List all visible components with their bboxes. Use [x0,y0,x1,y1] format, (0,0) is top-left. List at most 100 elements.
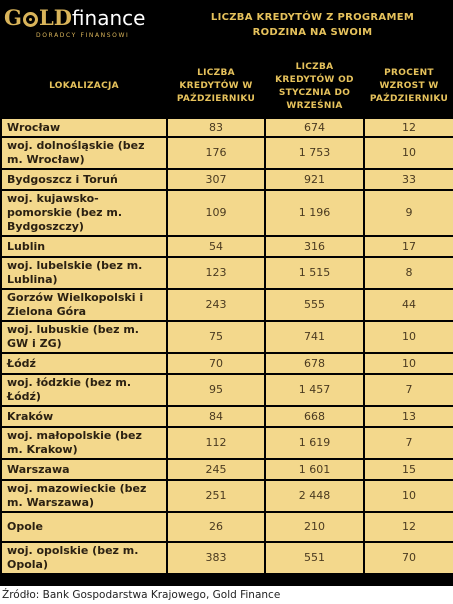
table-row: Wrocław 83 674 12 [0,117,453,138]
table-frame: G LDfinance DORADCY FINANSOWI LICZBA KRED… [0,0,453,586]
october-count-cell: 95 [166,373,266,407]
location-line: Łódź [7,356,36,370]
jan-sep-count-cell: 1 196 [264,189,365,237]
location-line: Bydgoszcz i Toruń [7,172,118,186]
location-line: Bydgoszczy) [7,220,84,233]
october-count-cell: 112 [166,426,266,460]
location-line: Łódź) [7,390,41,403]
header-line: LICZBA [197,68,235,78]
october-count-cell: 84 [166,405,266,428]
table-row: woj. dolnośląskie (bez m. Wrocław) 176 1 75… [0,136,453,170]
october-count-cell: 383 [166,541,266,575]
jan-sep-count-cell: 921 [264,168,365,191]
location-cell: woj. łódzkie (bez m. Łódź) [0,373,168,407]
table-row: Lublin 54 316 17 [0,235,453,258]
location-line: Lublin [7,239,46,253]
location-cell: Kraków [0,405,168,428]
jan-sep-count-cell: 741 [264,320,365,354]
header-line: PAŹDZIERNIKU [369,94,449,104]
location-line: woj. kujawsko- [7,192,99,205]
header-line: LICZBA [295,61,334,72]
location-cell: Łódź [0,352,168,375]
header-line: KREDYTÓW W [179,81,253,91]
location-cell: woj. mazowieckie (bez m. Warszawa) [0,479,168,513]
location-line: Opole [7,520,44,533]
header-line: STYCZNIA DO [278,87,351,98]
percent-growth-cell: 15 [363,458,453,481]
percent-growth-cell: 13 [363,405,453,428]
jan-sep-count-cell: 1 601 [264,458,365,481]
table-row: Bydgoszcz i Toruń 307 921 33 [0,168,453,191]
october-count-cell: 251 [166,479,266,513]
location-cell: Opole [0,511,168,543]
header-line: WRZEŚNIA [286,100,343,111]
october-count-cell: 26 [166,511,266,543]
percent-growth-cell: 9 [363,189,453,237]
jan-sep-count-cell: 674 [264,117,365,138]
location-cell: woj. lubuskie (bez m. GW i ZG) [0,320,168,354]
header-line: PAŹDZIERNIKU [176,94,256,104]
page-title-line-2: RODZINA NA SWOIM [252,27,373,38]
jan-sep-count-cell: 2 448 [264,479,365,513]
table-row: Kraków 84 668 13 [0,405,453,428]
percent-growth-cell: 44 [363,288,453,322]
logo-gold-g: G [4,5,22,30]
location-line: m. Warszawa) [7,496,95,509]
percent-growth-cell: 17 [363,235,453,258]
header-jan-sep-count: LICZBA KREDYTÓW OD STYCZNIA DO WRZEŚNIA [265,56,364,118]
table-row: woj. mazowieckie (bez m. Warszawa) 251 2 44… [0,479,453,513]
location-cell: woj. lubelskie (bez m. Lublina) [0,256,168,290]
header-line: PROCENT [384,68,434,78]
october-count-cell: 75 [166,320,266,354]
location-line: m. Krakow) [7,443,78,456]
header-line: WZROST W [379,81,439,91]
october-count-cell: 245 [166,458,266,481]
location-cell: woj. małopolskie (bez m. Krakow) [0,426,168,460]
logo-o-icon [22,12,38,27]
location-line: Wrocław [7,120,61,134]
location-cell: Warszawa [0,458,168,481]
page-title-line-1: LICZBA KREDYTÓW Z PROGRAMEM [210,12,415,23]
header-october-count: LICZBA KREDYTÓW W PAŹDZIERNIKU [167,56,265,118]
location-line: m. Wrocław) [7,153,85,166]
jan-sep-count-cell: 1 457 [264,373,365,407]
percent-growth-cell: 10 [363,320,453,354]
location-cell: woj. opolskie (bez m. Opola) [0,541,168,575]
location-line: Zielona Góra [7,305,87,318]
location-cell: woj. dolnośląskie (bez m. Wrocław) [0,136,168,170]
jan-sep-count-cell: 1 753 [264,136,365,170]
table-row: Łódź 70 678 10 [0,352,453,375]
table-row: woj. lubelskie (bez m. Lublina) 123 1 515 8 [0,256,453,290]
table-row: Gorzów Wielkopolski i Zielona Góra 243 555 4… [0,288,453,322]
percent-growth-cell: 12 [363,117,453,138]
table-body: Wrocław 83 674 12 woj. dolnośląskie (bez m. W… [0,117,453,575]
october-count-cell: 109 [166,189,266,237]
percent-growth-cell: 10 [363,136,453,170]
location-cell: Bydgoszcz i Toruń [0,168,168,191]
gold-finance-logo: G LDfinance DORADCY FINANSOWI [4,4,164,44]
jan-sep-count-cell: 1 515 [264,256,365,290]
october-count-cell: 176 [166,136,266,170]
jan-sep-count-cell: 555 [264,288,365,322]
table-row: woj. małopolskie (bez m. Krakow) 112 1 619 7 [0,426,453,460]
location-cell: woj. kujawsko-pomorskie (bez m. Bydgoszcz… [0,189,168,237]
credits-table: LOKALIZACJA LICZBA KREDYTÓW W PAŹDZIERNI… [0,56,453,575]
location-line: woj. łódzkie (bez m. [7,376,132,389]
location-line: Lublina) [7,273,58,286]
october-count-cell: 83 [166,117,266,138]
location-line: GW i ZG) [7,337,62,350]
location-line: woj. lubuskie (bez m. [7,323,139,336]
percent-growth-cell: 7 [363,373,453,407]
location-line: Warszawa [7,462,70,476]
location-line: woj. małopolskie (bez [7,429,142,442]
october-count-cell: 243 [166,288,266,322]
jan-sep-count-cell: 1 619 [264,426,365,460]
jan-sep-count-cell: 678 [264,352,365,375]
header-percent-growth: PROCENT WZROST W PAŹDZIERNIKU [364,56,453,118]
percent-growth-cell: 8 [363,256,453,290]
percent-growth-cell: 7 [363,426,453,460]
table-row: woj. kujawsko-pomorskie (bez m. Bydgoszcz… [0,189,453,237]
table-row: Opole 26 210 12 [0,511,453,543]
october-count-cell: 123 [166,256,266,290]
location-line: Opola) [7,558,49,571]
